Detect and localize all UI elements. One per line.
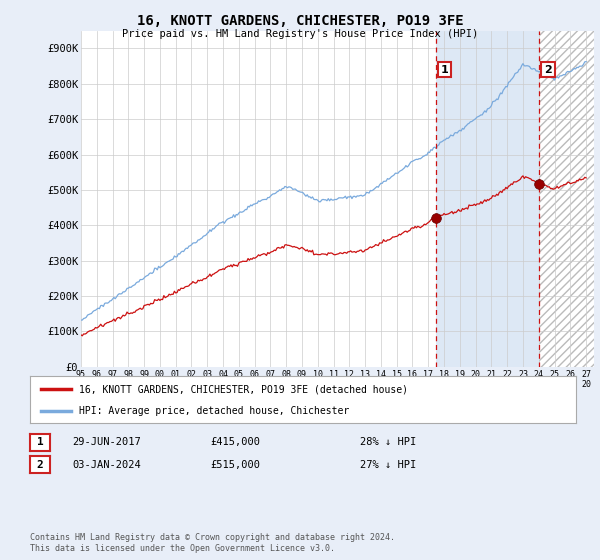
Text: 27% ↓ HPI: 27% ↓ HPI [360,460,416,470]
Text: 03-JAN-2024: 03-JAN-2024 [72,460,141,470]
Text: Contains HM Land Registry data © Crown copyright and database right 2024.
This d: Contains HM Land Registry data © Crown c… [30,533,395,553]
Text: Price paid vs. HM Land Registry's House Price Index (HPI): Price paid vs. HM Land Registry's House … [122,29,478,39]
Text: 29-JUN-2017: 29-JUN-2017 [72,437,141,447]
Text: 2: 2 [544,65,552,74]
Text: HPI: Average price, detached house, Chichester: HPI: Average price, detached house, Chic… [79,406,349,416]
Text: 2: 2 [37,460,43,470]
Bar [436,31,539,367]
Text: £515,000: £515,000 [210,460,260,470]
Text: £415,000: £415,000 [210,437,260,447]
Bar [539,31,594,367]
Text: 1: 1 [37,437,43,447]
Text: 16, KNOTT GARDENS, CHICHESTER, PO19 3FE (detached house): 16, KNOTT GARDENS, CHICHESTER, PO19 3FE … [79,384,408,394]
Bar [539,31,594,367]
Text: 28% ↓ HPI: 28% ↓ HPI [360,437,416,447]
Text: 1: 1 [441,65,449,74]
Text: 16, KNOTT GARDENS, CHICHESTER, PO19 3FE: 16, KNOTT GARDENS, CHICHESTER, PO19 3FE [137,14,463,28]
